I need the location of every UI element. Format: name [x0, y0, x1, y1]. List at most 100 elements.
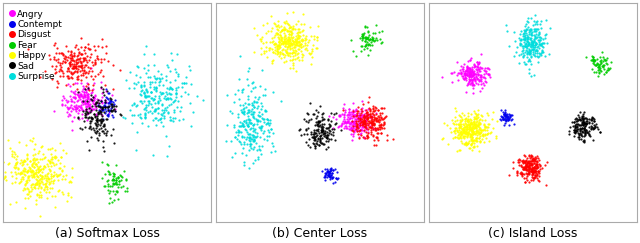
- Point: [90, 93, 100, 97]
- Point: [474, 132, 484, 136]
- Point: [473, 62, 483, 66]
- Point: [25, 169, 35, 173]
- Point: [467, 127, 477, 130]
- Point: [466, 71, 476, 75]
- Point: [534, 162, 544, 166]
- Point: [173, 99, 183, 103]
- Point: [291, 40, 301, 43]
- Point: [602, 68, 612, 72]
- Point: [233, 115, 243, 119]
- Point: [67, 62, 77, 66]
- Point: [63, 66, 73, 70]
- Point: [589, 58, 599, 62]
- Point: [483, 72, 493, 76]
- Point: [161, 78, 171, 82]
- Point: [472, 130, 483, 134]
- Point: [575, 127, 585, 131]
- Point: [28, 169, 38, 173]
- Point: [105, 189, 115, 193]
- Point: [272, 49, 282, 53]
- Point: [582, 117, 592, 121]
- Point: [324, 171, 335, 175]
- Point: [485, 131, 495, 135]
- Point: [456, 127, 466, 130]
- Point: [339, 117, 349, 121]
- Point: [36, 179, 47, 183]
- Point: [460, 71, 470, 75]
- Point: [81, 95, 91, 98]
- Point: [52, 46, 62, 50]
- Point: [86, 52, 97, 56]
- Point: [351, 117, 361, 121]
- Point: [17, 168, 28, 172]
- Point: [577, 115, 587, 119]
- Point: [523, 37, 533, 41]
- Point: [101, 51, 111, 54]
- Point: [268, 59, 278, 63]
- Point: [155, 117, 165, 121]
- Point: [525, 166, 536, 170]
- Point: [88, 77, 99, 81]
- Point: [354, 116, 364, 120]
- Point: [527, 168, 538, 172]
- Point: [363, 29, 373, 33]
- Point: [514, 163, 524, 167]
- Point: [379, 106, 389, 110]
- Point: [275, 25, 285, 29]
- Point: [35, 168, 45, 172]
- Point: [502, 116, 512, 120]
- Point: [449, 129, 459, 133]
- Point: [324, 128, 335, 132]
- Point: [520, 165, 530, 169]
- Point: [164, 144, 174, 148]
- Point: [317, 124, 327, 128]
- Point: [379, 122, 389, 126]
- Point: [532, 155, 542, 158]
- Point: [153, 99, 163, 103]
- Point: [9, 155, 19, 159]
- Point: [70, 107, 81, 111]
- Point: [472, 136, 483, 140]
- Point: [25, 159, 35, 163]
- Point: [257, 104, 268, 107]
- Point: [97, 107, 108, 111]
- Point: [479, 133, 490, 137]
- Point: [252, 106, 262, 110]
- Point: [243, 132, 253, 136]
- Point: [230, 135, 240, 139]
- Point: [90, 103, 100, 106]
- Point: [315, 139, 325, 142]
- Point: [588, 59, 598, 63]
- Point: [92, 97, 102, 101]
- Point: [165, 69, 175, 73]
- Point: [28, 187, 38, 191]
- Point: [600, 58, 611, 62]
- Point: [598, 64, 608, 68]
- Point: [466, 128, 476, 132]
- Point: [9, 150, 19, 154]
- Point: [61, 58, 72, 62]
- Point: [501, 119, 511, 123]
- Point: [68, 66, 79, 70]
- Point: [277, 39, 287, 43]
- Point: [129, 87, 139, 90]
- Point: [371, 36, 381, 40]
- Point: [589, 62, 600, 66]
- Point: [348, 113, 358, 117]
- Point: [74, 108, 84, 112]
- Point: [88, 128, 99, 132]
- Point: [15, 171, 26, 175]
- Point: [49, 109, 60, 113]
- Point: [38, 188, 49, 192]
- Point: [472, 65, 483, 69]
- Point: [577, 134, 587, 138]
- Point: [344, 127, 355, 131]
- Point: [282, 45, 292, 49]
- Point: [148, 98, 159, 102]
- Point: [252, 100, 262, 104]
- Point: [83, 46, 93, 50]
- Point: [347, 123, 357, 127]
- Point: [573, 122, 583, 126]
- Point: [136, 99, 146, 103]
- Point: [71, 103, 81, 107]
